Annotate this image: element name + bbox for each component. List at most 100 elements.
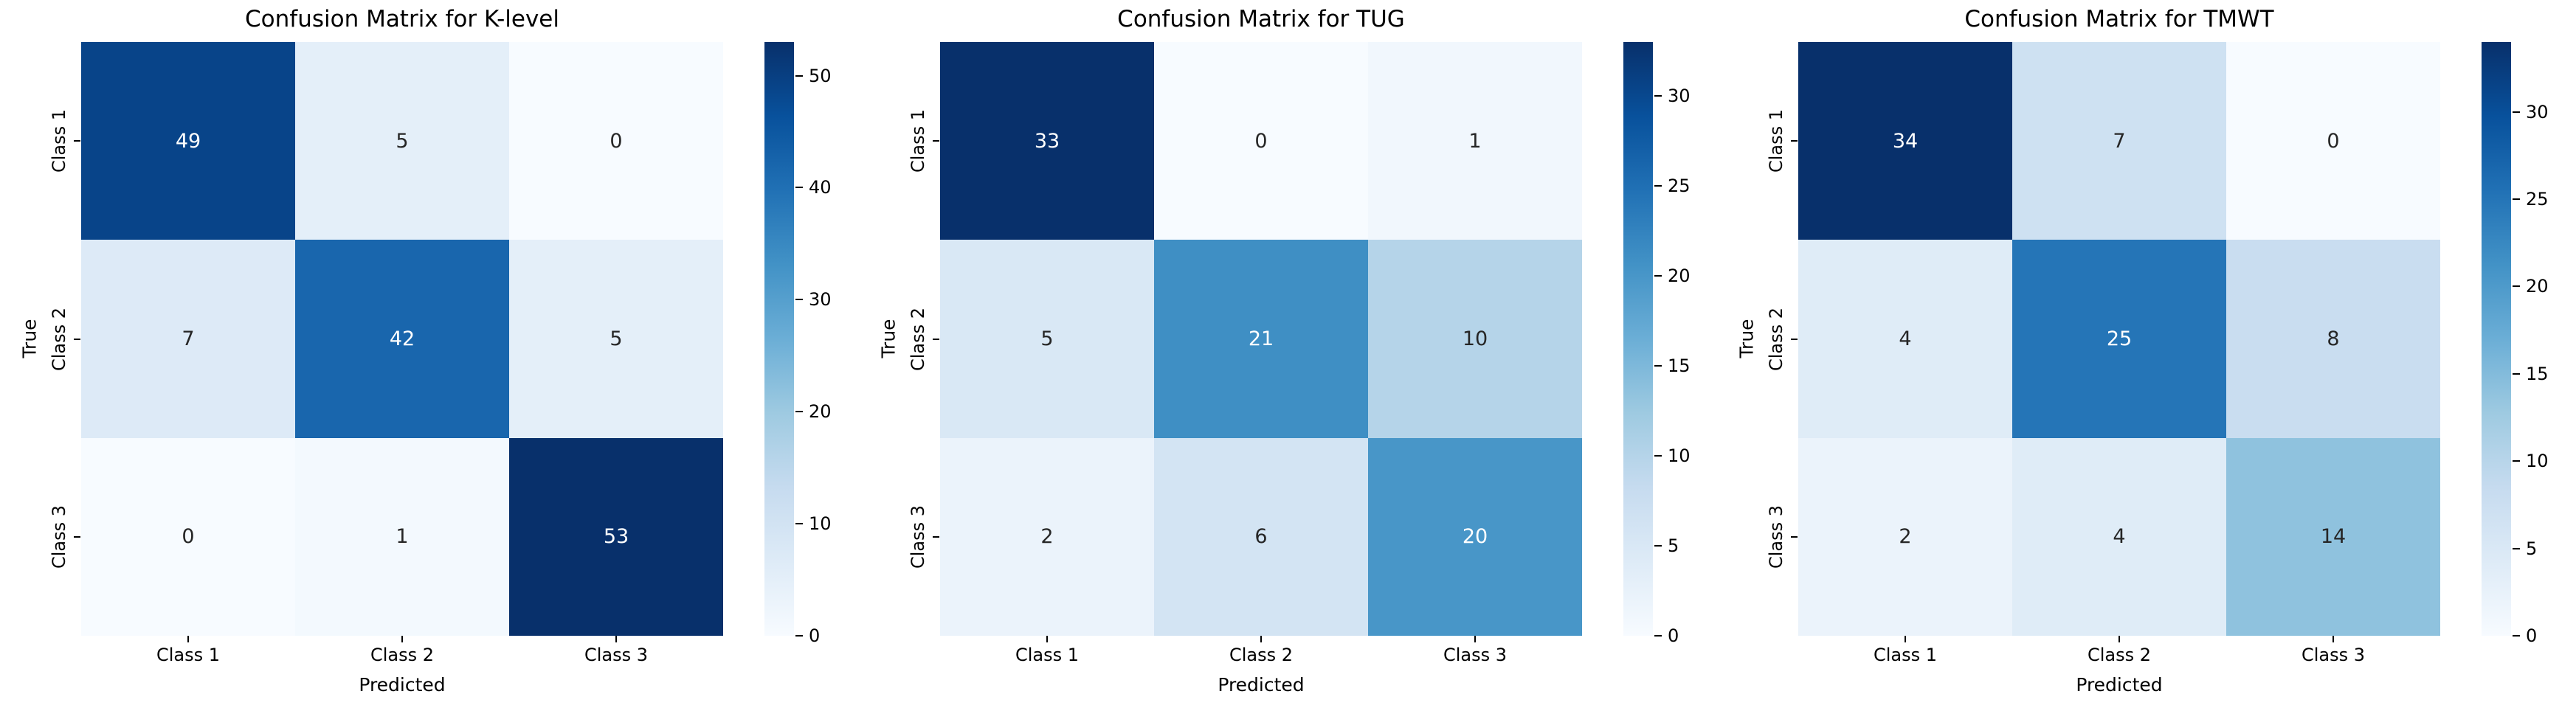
colorbar-tick-label: 10 bbox=[809, 513, 832, 535]
heatmap-cell: 21 bbox=[1154, 240, 1368, 438]
x-axis-label: Predicted bbox=[359, 674, 446, 696]
colorbar-tick-mark bbox=[2513, 372, 2520, 375]
x-tick-label: Class 1 bbox=[1015, 645, 1080, 665]
colorbar-tick-mark bbox=[2513, 285, 2520, 288]
heatmap-cell: 14 bbox=[2226, 437, 2440, 636]
y-tick-label: Class 2 bbox=[49, 307, 69, 371]
colorbar-tick-mark bbox=[795, 299, 803, 301]
colorbar-tick-label: 15 bbox=[2526, 363, 2549, 384]
heatmap-cell: 6 bbox=[1154, 437, 1368, 636]
x-tick-mark bbox=[401, 636, 403, 642]
heatmap-cell: 5 bbox=[940, 240, 1154, 438]
panel-confusion-matrix-tmwt: Confusion Matrix for TMWT True 34 7 0 4 25 8 2… bbox=[1717, 0, 2576, 711]
heatmap-cell: 4 bbox=[2012, 437, 2226, 636]
y-tick-label: Class 2 bbox=[1766, 307, 1786, 371]
x-tick-mark bbox=[1046, 636, 1048, 642]
colorbar-tick-mark bbox=[1654, 275, 1662, 277]
heatmap-cell: 0 bbox=[81, 437, 295, 636]
colorbar-tick-label: 10 bbox=[2526, 451, 2549, 472]
heatmap-cell: 42 bbox=[295, 240, 509, 438]
heatmap-cell: 1 bbox=[295, 437, 509, 636]
colorbar-tick-mark bbox=[2513, 198, 2520, 201]
colorbar-tick-label: 25 bbox=[1668, 176, 1691, 197]
colorbar-tick-label: 15 bbox=[1668, 356, 1691, 377]
heatmap-cell: 7 bbox=[2012, 42, 2226, 240]
colorbar-tick-label: 0 bbox=[2526, 625, 2538, 646]
colorbar-tick-label: 30 bbox=[1668, 86, 1691, 107]
colorbar-tick-label: 0 bbox=[809, 625, 821, 646]
y-tick-mark bbox=[1791, 535, 1798, 538]
colorbar-tick-mark bbox=[2513, 460, 2520, 462]
heatmap: 33 0 1 5 21 10 2 6 20 bbox=[940, 42, 1582, 636]
x-tick-mark bbox=[2332, 636, 2334, 642]
heatmap-cell: 5 bbox=[295, 42, 509, 240]
colorbar-tick-mark bbox=[1654, 365, 1662, 367]
colorbar-tick-label: 5 bbox=[1668, 535, 1679, 557]
colorbar-tick-label: 5 bbox=[2526, 538, 2538, 559]
y-tick-label: Class 1 bbox=[1766, 109, 1786, 173]
panel-confusion-matrix-k-level: Confusion Matrix for K-level True 49 5 0 7 4… bbox=[0, 0, 859, 711]
colorbar-tick-label: 30 bbox=[809, 289, 832, 311]
colorbar-tick-mark bbox=[1654, 95, 1662, 97]
y-tick-label: Class 2 bbox=[908, 307, 928, 371]
x-tick-mark bbox=[1905, 636, 1906, 642]
heatmap-cell: 7 bbox=[81, 240, 295, 438]
heatmap-cell: 2 bbox=[940, 437, 1154, 636]
y-tick-label: Class 3 bbox=[1766, 504, 1786, 569]
y-tick-label: Class 3 bbox=[49, 504, 69, 569]
colorbar-tick-label: 20 bbox=[1668, 266, 1691, 287]
y-tick-mark bbox=[1791, 338, 1798, 340]
heatmap-cell: 5 bbox=[509, 240, 723, 438]
colorbar-tick-label: 20 bbox=[809, 401, 832, 423]
colorbar-tick-mark bbox=[2513, 111, 2520, 113]
heatmap-cell: 25 bbox=[2012, 240, 2226, 438]
colorbar-tick-label: 30 bbox=[2526, 101, 2549, 122]
heatmap-cell: 2 bbox=[1798, 437, 2012, 636]
heatmap-cell: 10 bbox=[1368, 240, 1582, 438]
x-tick-label: Class 2 bbox=[1229, 645, 1294, 665]
y-axis-label: True bbox=[877, 319, 899, 358]
colorbar-tick-mark bbox=[1654, 545, 1662, 547]
heatmap-cell: 33 bbox=[940, 42, 1154, 240]
y-tick-label: Class 1 bbox=[908, 109, 928, 173]
x-tick-mark bbox=[2119, 636, 2120, 642]
colorbar-tick-mark bbox=[795, 635, 803, 637]
heatmap-cell: 49 bbox=[81, 42, 295, 240]
colorbar-tick-mark bbox=[2513, 635, 2520, 637]
y-tick-mark bbox=[933, 535, 939, 538]
chart-title: Confusion Matrix for TMWT bbox=[1964, 6, 2274, 32]
y-tick-label: Class 3 bbox=[908, 504, 928, 569]
y-tick-label: Class 1 bbox=[49, 109, 69, 173]
colorbar-tick-mark bbox=[1654, 635, 1662, 637]
y-axis-label: True bbox=[1736, 319, 1758, 358]
x-tick-label: Class 1 bbox=[1873, 645, 1938, 665]
colorbar-tick-mark bbox=[795, 523, 803, 525]
x-tick-label: Class 3 bbox=[584, 645, 649, 665]
heatmap-cell: 8 bbox=[2226, 240, 2440, 438]
x-tick-label: Class 3 bbox=[1443, 645, 1508, 665]
heatmap: 49 5 0 7 42 5 0 1 53 bbox=[81, 42, 723, 636]
y-tick-mark bbox=[1791, 140, 1798, 142]
colorbar-tick-label: 10 bbox=[1668, 445, 1691, 467]
colorbar-tick-mark bbox=[795, 411, 803, 413]
heatmap-cell: 20 bbox=[1368, 437, 1582, 636]
x-tick-label: Class 3 bbox=[2301, 645, 2366, 665]
colorbar-tick-mark bbox=[1654, 185, 1662, 187]
x-tick-mark bbox=[1260, 636, 1262, 642]
heatmap-cell: 4 bbox=[1798, 240, 2012, 438]
colorbar-tick-label: 0 bbox=[1668, 625, 1679, 646]
y-tick-mark bbox=[74, 535, 80, 538]
x-tick-mark bbox=[1474, 636, 1476, 642]
y-axis-label: True bbox=[18, 319, 41, 358]
y-tick-mark bbox=[74, 140, 80, 142]
x-tick-mark bbox=[615, 636, 617, 642]
y-tick-mark bbox=[933, 338, 939, 340]
heatmap-cell: 34 bbox=[1798, 42, 2012, 240]
chart-title: Confusion Matrix for K-level bbox=[245, 6, 559, 32]
heatmap-cell: 53 bbox=[509, 437, 723, 636]
colorbar-tick-label: 25 bbox=[2526, 189, 2549, 210]
colorbar bbox=[764, 42, 794, 636]
heatmap-cell: 0 bbox=[2226, 42, 2440, 240]
chart-title: Confusion Matrix for TUG bbox=[1117, 6, 1405, 32]
